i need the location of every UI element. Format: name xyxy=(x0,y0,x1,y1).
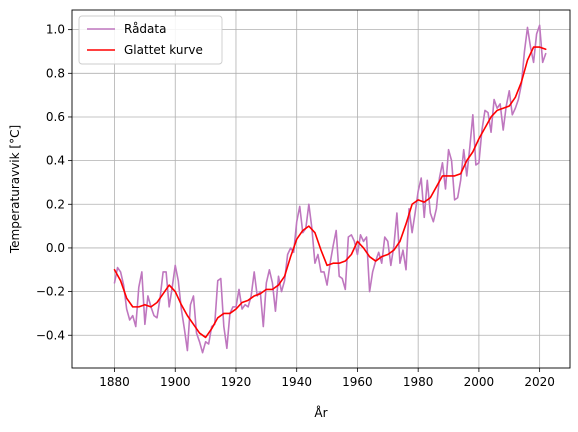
series-line-raw xyxy=(113,24,547,354)
legend-box xyxy=(78,15,223,65)
y-axis-label: Temperaturavvik [°C] xyxy=(8,125,22,254)
x-tick-label: 1880 xyxy=(99,375,130,389)
x-tick-label: 1980 xyxy=(403,375,434,389)
legend-label-raw: Rådata xyxy=(124,22,166,36)
x-tick-label: 1900 xyxy=(160,375,191,389)
y-tick-label: 1.0 xyxy=(46,23,65,37)
x-tick-label: 2000 xyxy=(464,375,495,389)
legend: Rådata Glattet kurve xyxy=(78,15,223,65)
x-tick-label: 1940 xyxy=(281,375,312,389)
x-tick-label: 1960 xyxy=(342,375,373,389)
y-tick-label: 0.2 xyxy=(46,197,65,211)
ticks: 1880 1900 1920 1940 1960 1980 2000 2020 −0.4 −0.2… xyxy=(36,23,555,389)
y-tick-label: 0.6 xyxy=(46,110,65,124)
y-tick-label: −0.2 xyxy=(36,285,65,299)
y-tick-label: 0.4 xyxy=(46,154,65,168)
y-tick-label: −0.4 xyxy=(36,328,65,342)
x-tick-label: 2020 xyxy=(524,375,555,389)
series-layer xyxy=(113,24,547,354)
y-tick-label: 0.8 xyxy=(46,66,65,80)
legend-label-smoothed: Glattet kurve xyxy=(124,43,203,57)
plot-frame xyxy=(71,9,571,369)
series-line-smoothed xyxy=(113,46,547,339)
x-tick-label: 1920 xyxy=(221,375,252,389)
y-tick-label: 0.0 xyxy=(46,241,65,255)
x-axis-label: År xyxy=(314,405,327,420)
